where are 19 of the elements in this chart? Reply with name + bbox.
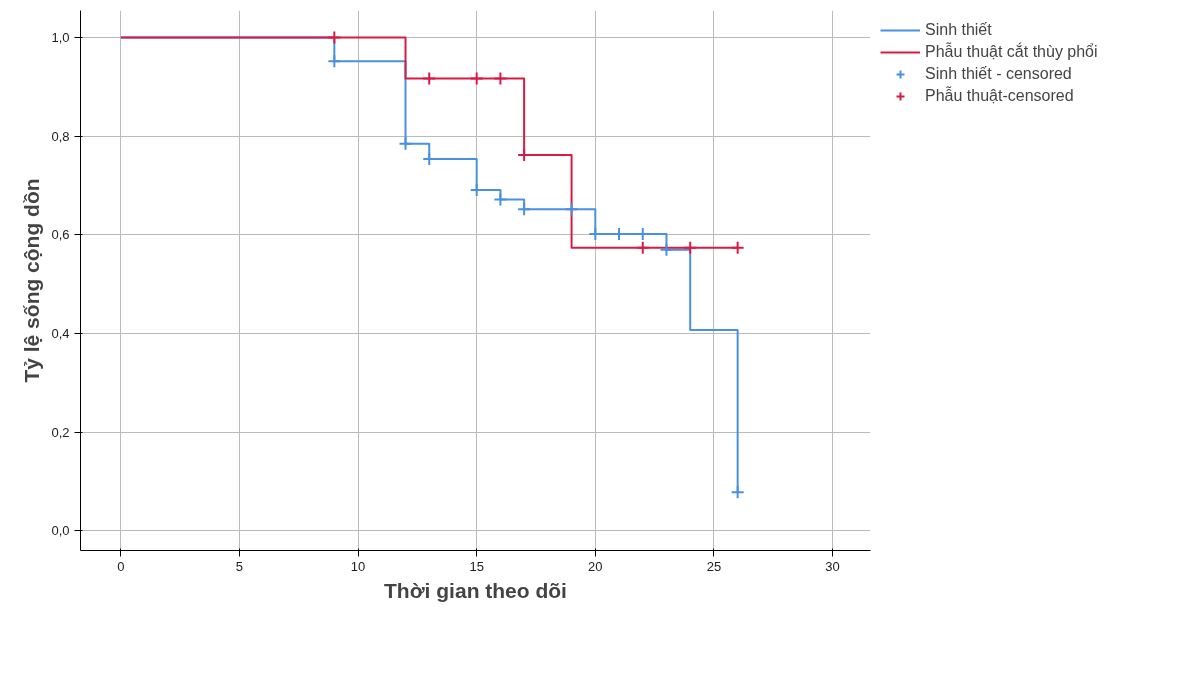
x-tick-label: 5: [235, 558, 244, 574]
x-tick-label: 15: [469, 558, 484, 574]
y-tick-label: 0,2: [51, 424, 70, 440]
x-tick-label: 20: [588, 558, 603, 574]
legend-label: Phẫu thuật-censored: [925, 87, 1074, 105]
y-tick-label: 1,0: [51, 30, 70, 46]
legend-label: Sinh thiết: [925, 21, 992, 39]
y-tick-label: 0,0: [51, 523, 70, 539]
x-tick-label: 10: [350, 558, 366, 574]
x-axis-title: Thời gian theo dõi: [384, 578, 567, 602]
x-tick-label: 0: [117, 558, 125, 574]
x-tick-label: 30: [825, 558, 840, 574]
legend-label: Phẫu thuật cắt thùy phổi: [925, 43, 1098, 61]
y-tick-label: 0,8: [51, 128, 70, 144]
y-tick-label: 0,4: [51, 326, 70, 342]
x-tick-label: 25: [706, 558, 722, 574]
y-tick-label: 0,6: [51, 227, 70, 243]
y-axis-title: Tỷ lệ sống cộng dồn: [20, 178, 44, 383]
legend-label: Sinh thiết - censored: [925, 65, 1072, 83]
